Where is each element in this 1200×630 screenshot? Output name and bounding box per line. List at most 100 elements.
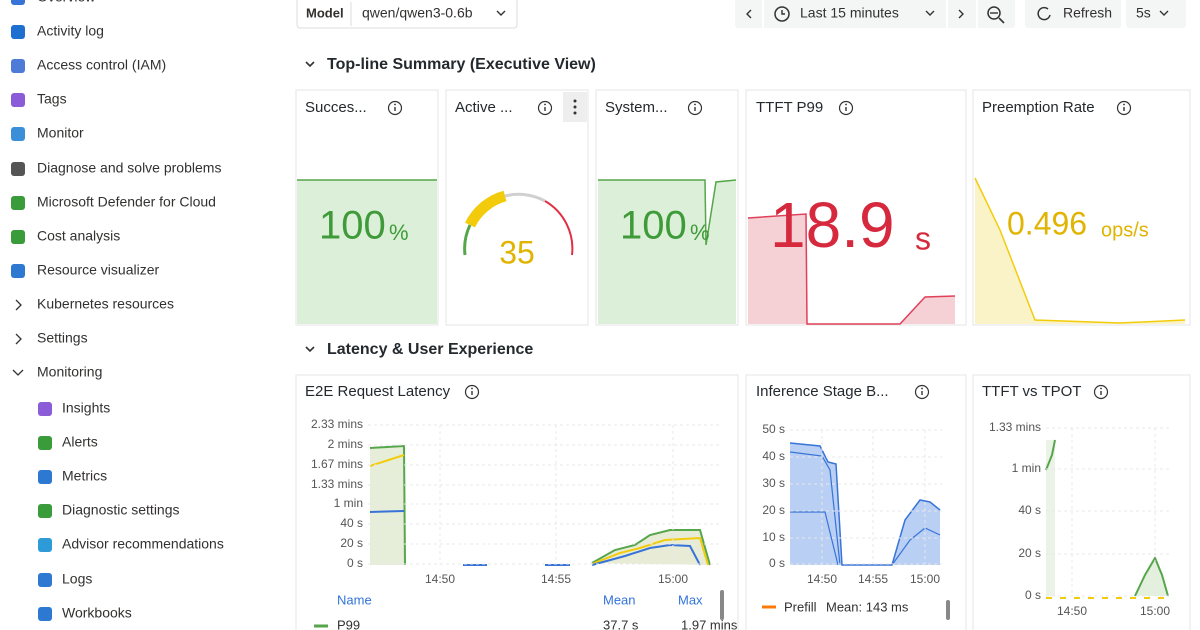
stat-unit: % xyxy=(389,220,409,245)
info-icon[interactable] xyxy=(838,100,854,116)
panel-title: Inference Stage B... xyxy=(756,383,889,400)
stat-unit: s xyxy=(915,220,931,256)
info-icon-dot xyxy=(471,387,473,390)
nav-icon xyxy=(11,196,25,210)
nav-item[interactable]: Settings xyxy=(37,330,88,346)
refresh-label[interactable]: Refresh xyxy=(1063,5,1112,21)
stat-title: TTFT P99 xyxy=(756,99,823,116)
info-icon-dot xyxy=(694,103,696,106)
model-label: Model xyxy=(306,5,344,20)
nav-item[interactable]: Resource visualizer xyxy=(37,262,159,278)
nav-item[interactable]: Diagnostic settings xyxy=(62,502,180,518)
info-icon[interactable] xyxy=(464,384,480,400)
interval-value[interactable]: 5s xyxy=(1136,5,1151,21)
nav-icon xyxy=(38,573,52,587)
nav-item[interactable]: Metrics xyxy=(62,468,107,484)
nav-item[interactable]: Activity log xyxy=(37,23,104,39)
nav-item[interactable]: Insights xyxy=(62,400,110,416)
x-tick-label: 15:00 xyxy=(1140,604,1170,618)
info-icon-dot xyxy=(1100,387,1102,390)
stat-value: 0.496 xyxy=(1007,205,1087,241)
info-icon-dot xyxy=(845,103,847,106)
nav-item[interactable]: Logs xyxy=(62,571,92,587)
y-tick-label: 20 s xyxy=(340,536,363,550)
stat-unit: % xyxy=(690,220,710,245)
x-tick-label: 14:50 xyxy=(807,572,837,586)
y-tick-label: 30 s xyxy=(762,476,785,490)
y-tick-label: 1 min xyxy=(334,496,363,510)
info-icon-dot xyxy=(544,103,546,106)
nav-icon xyxy=(38,504,52,518)
legend-cell: P99 xyxy=(337,617,360,630)
expand-icon xyxy=(15,333,22,345)
x-tick-label: 14:50 xyxy=(425,572,455,586)
info-icon[interactable] xyxy=(1116,100,1132,116)
model-value: qwen/qwen3-0.6b xyxy=(362,5,473,21)
y-tick-label: 1.33 mins xyxy=(989,420,1041,434)
nav-item[interactable]: Workbooks xyxy=(62,605,132,621)
nav-item[interactable]: Tags xyxy=(37,91,67,107)
legend-header[interactable]: Max xyxy=(678,592,703,607)
panel-title: TTFT vs TPOT xyxy=(982,383,1081,400)
nav-icon xyxy=(38,607,52,621)
stat-title: System... xyxy=(605,99,668,116)
info-icon[interactable] xyxy=(914,384,930,400)
info-icon[interactable] xyxy=(687,100,703,116)
nav-item[interactable]: Cost analysis xyxy=(37,228,120,244)
y-tick-label: 0 s xyxy=(347,556,363,570)
info-icon[interactable] xyxy=(537,100,553,116)
nav-item[interactable]: Alerts xyxy=(62,434,98,450)
y-tick-label: 40 s xyxy=(1018,503,1041,517)
info-icon-dot xyxy=(394,103,396,106)
section-title[interactable]: Latency & User Experience xyxy=(327,341,533,358)
time-controls[interactable] xyxy=(735,0,1015,28)
stat-panel xyxy=(445,89,589,326)
panel-title: E2E Request Latency xyxy=(305,383,451,400)
nav-item[interactable]: Access control (IAM) xyxy=(37,57,166,73)
y-tick-label: 20 s xyxy=(762,503,785,517)
legend-header[interactable]: Name xyxy=(337,592,372,607)
stat-value: 18.9 xyxy=(770,189,895,261)
nav-icon xyxy=(38,470,52,484)
nav-icon xyxy=(11,0,25,5)
legend-header[interactable]: Mean xyxy=(603,592,636,607)
x-tick-label: 14:55 xyxy=(858,572,888,586)
info-icon[interactable] xyxy=(387,100,403,116)
nav-icon xyxy=(11,127,25,141)
model-select[interactable] xyxy=(296,0,518,29)
section-title[interactable]: Top-line Summary (Executive View) xyxy=(327,56,596,73)
nav-icon xyxy=(11,162,25,176)
nav-icon xyxy=(38,402,52,416)
y-tick-label: 1.67 mins xyxy=(311,457,363,471)
stat-value: 100 xyxy=(319,204,386,248)
nav-item[interactable]: Overview xyxy=(37,0,96,5)
collapse-icon xyxy=(12,369,24,376)
nav-item[interactable]: Microsoft Defender for Cloud xyxy=(37,194,216,210)
x-tick-label: 15:00 xyxy=(910,572,940,586)
stat-title: Succes... xyxy=(305,99,367,116)
nav-item[interactable]: Monitor xyxy=(37,125,84,141)
nav-item[interactable]: Monitoring xyxy=(37,364,102,380)
y-tick-label: 2 mins xyxy=(328,437,363,451)
nav-item[interactable]: Diagnose and solve problems xyxy=(37,160,221,176)
y-tick-label: 0 s xyxy=(1025,588,1041,602)
stat-value: 35 xyxy=(499,234,535,270)
stat-value: 100 xyxy=(620,204,687,248)
y-tick-label: 40 s xyxy=(340,516,363,530)
nav-item[interactable]: Advisor recommendations xyxy=(62,536,224,552)
refresh-button[interactable] xyxy=(1025,0,1121,28)
y-tick-label: 2.33 mins xyxy=(311,417,363,431)
sparkline-area xyxy=(297,180,437,324)
nav-icon xyxy=(38,436,52,450)
nav-icon xyxy=(11,264,25,278)
time-range[interactable]: Last 15 minutes xyxy=(800,5,899,21)
interval-select[interactable] xyxy=(1126,0,1186,28)
info-icon[interactable] xyxy=(1093,384,1109,400)
info-icon-dot xyxy=(921,387,923,390)
y-tick-label: 20 s xyxy=(1018,546,1041,560)
legend-cell: 37.7 s xyxy=(603,617,639,630)
nav-item[interactable]: Kubernetes resources xyxy=(37,296,174,312)
y-tick-label: 0 s xyxy=(769,556,785,570)
y-tick-label: 1.33 mins xyxy=(311,477,363,491)
